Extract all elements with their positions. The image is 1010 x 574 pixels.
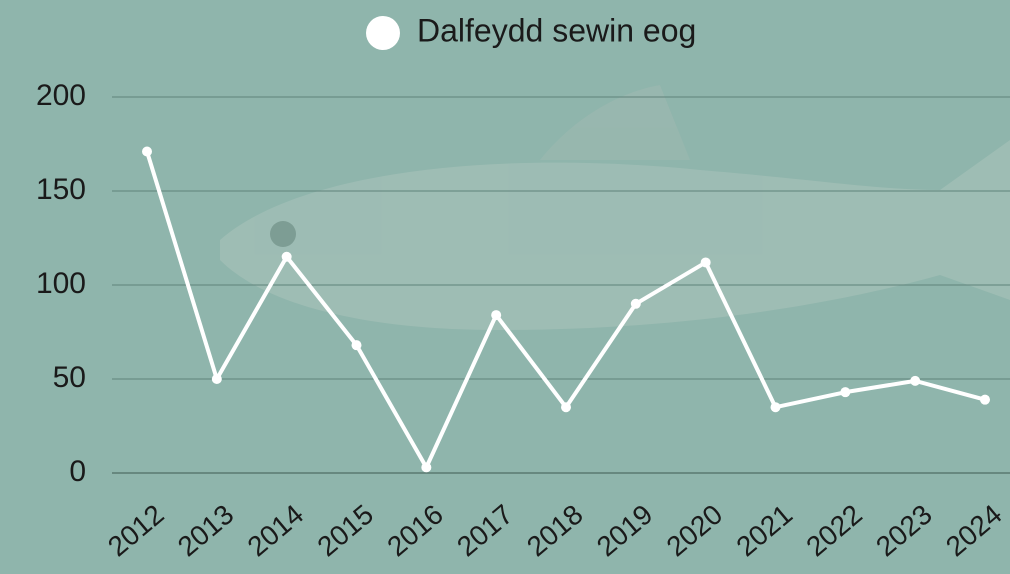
y-tick-label: 0 — [69, 455, 86, 488]
point — [980, 394, 990, 405]
grid — [112, 96, 1010, 474]
legend-marker — [366, 16, 400, 50]
point — [281, 251, 292, 262]
y-tick-label: 200 — [36, 79, 86, 112]
plot — [142, 146, 990, 473]
fish-illustration — [220, 85, 1010, 330]
point — [211, 374, 222, 384]
point — [561, 402, 571, 413]
point — [630, 298, 641, 309]
point — [491, 310, 502, 321]
point — [700, 257, 711, 268]
point — [770, 402, 781, 413]
y-tick-label: 50 — [53, 361, 86, 394]
point — [351, 340, 362, 351]
y-tick-label: 100 — [36, 267, 86, 300]
point — [421, 462, 432, 473]
legend-label: Dalfeydd sewin eog — [417, 12, 696, 48]
point — [910, 375, 921, 386]
point — [142, 146, 152, 157]
y-tick-label: 150 — [36, 173, 86, 206]
point — [840, 387, 851, 398]
